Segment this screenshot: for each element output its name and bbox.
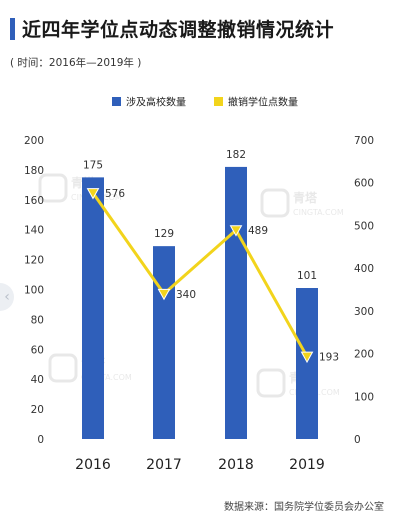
bar-value-label: 182 <box>226 149 246 161</box>
combo-chart: 青塔CINGTA.COM青塔CINGTA.COM青塔CINGTA.COM青塔CI… <box>24 96 374 474</box>
left-axis-tick-label: 80 <box>31 314 44 326</box>
line-value-label: 489 <box>248 225 268 237</box>
right-axis-tick-label: 0 <box>354 434 361 446</box>
legend-label-line: 撤销学位点数量 <box>228 96 298 109</box>
left-axis-tick-label: 180 <box>24 165 44 177</box>
legend-label-bar: 涉及高校数量 <box>126 96 186 109</box>
chevron-left-icon[interactable]: ‹ <box>0 283 14 311</box>
left-axis-tick-label: 200 <box>24 135 44 147</box>
right-axis-tick-label: 700 <box>354 135 374 147</box>
bar-2017 <box>153 246 175 439</box>
right-axis-tick-label: 500 <box>354 220 374 232</box>
left-axis-tick-label: 20 <box>31 404 44 416</box>
bar-value-label: 175 <box>83 159 103 171</box>
right-axis: 0 100 200 300 400 500 600 700 <box>354 135 374 446</box>
x-axis-tick-label: 2019 <box>289 457 325 473</box>
right-axis-tick-label: 300 <box>354 306 374 318</box>
line-撤销学位点数量 <box>91 192 309 358</box>
line-series: 576 340 489 193 <box>86 188 339 364</box>
bar-2016 <box>82 177 104 439</box>
watermark-logo-icon <box>38 173 68 203</box>
page-title: 近四年学位点动态调整撤销情况统计 <box>22 19 335 41</box>
bar-2018 <box>225 166 247 439</box>
watermark-logo: 青塔 CINGTA.COM <box>260 188 344 218</box>
left-axis-tick-label: 100 <box>24 285 44 297</box>
bar-value-label: 129 <box>154 228 174 240</box>
watermark-logo-icon <box>48 353 78 383</box>
left-axis-tick-label: 120 <box>24 255 44 267</box>
watermark-logo-icon <box>260 188 290 218</box>
right-axis-tick-label: 100 <box>354 391 374 403</box>
left-axis-tick-label: 140 <box>24 225 44 237</box>
left-axis-tick-label: 0 <box>37 434 44 446</box>
page-subtitle: ( 时间：2016年—2019年 ) <box>10 57 142 69</box>
line-value-label: 193 <box>319 352 339 364</box>
right-axis-tick-label: 200 <box>354 349 374 361</box>
line-point-2018 <box>229 225 243 237</box>
left-axis: 0 20 40 60 80 100 120 140 160 180 200 <box>24 135 44 446</box>
legend-swatch-bar <box>112 97 121 106</box>
watermark-brand-en: CINGTA.COM <box>293 208 344 217</box>
bar-2019 <box>296 288 318 439</box>
x-axis-tick-label: 2016 <box>75 457 111 473</box>
left-axis-tick-label: 60 <box>31 344 44 356</box>
x-axis: 2016 2017 2018 2019 <box>75 457 325 473</box>
bar-value-label: 101 <box>297 270 317 282</box>
line-point-2016 <box>86 188 100 200</box>
line-value-label: 576 <box>105 188 125 200</box>
legend-swatch-line <box>214 97 223 106</box>
x-axis-tick-label: 2018 <box>218 457 254 473</box>
right-axis-tick-label: 600 <box>354 178 374 190</box>
left-axis-tick-label: 160 <box>24 195 44 207</box>
watermark-brand-cn: 青塔 <box>293 190 318 205</box>
line-point-2019 <box>300 351 314 364</box>
title-accent-bar <box>10 18 15 40</box>
right-axis-tick-label: 400 <box>354 263 374 275</box>
line-value-label: 340 <box>176 289 196 301</box>
legend: 涉及高校数量 撤销学位点数量 <box>112 96 298 109</box>
watermark-logo-icon <box>256 368 286 398</box>
data-source: 数据来源：国务院学位委员会办公室 <box>224 502 384 513</box>
watermark-brand-en: CINGTA.COM <box>81 373 132 382</box>
x-axis-tick-label: 2017 <box>146 457 182 473</box>
left-axis-tick-label: 40 <box>31 374 44 386</box>
line-point-2017 <box>157 288 171 301</box>
